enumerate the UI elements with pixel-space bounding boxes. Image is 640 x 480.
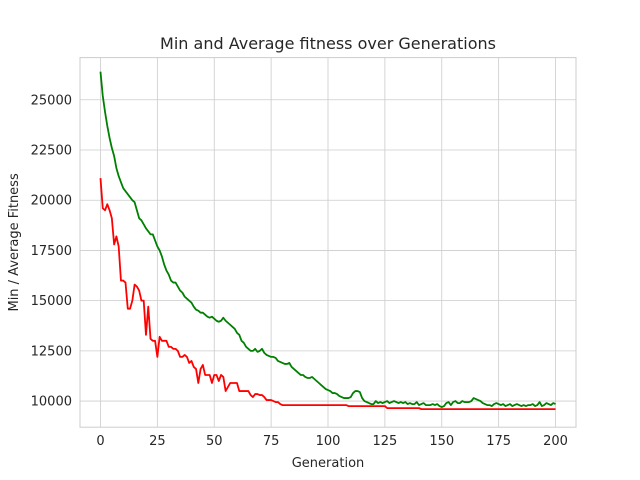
x-tick-label: 175 [486,434,511,449]
x-axis-ticks: 0 25 50 75 100 125 150 175 200 [96,434,568,449]
y-tick-label: 22500 [31,144,72,159]
gridlines [80,57,576,428]
x-tick-label: 100 [316,434,341,449]
chart-title: Min and Average fitness over Generations [160,34,496,53]
x-tick-label: 50 [206,434,223,449]
plot-frame [79,57,577,428]
y-axis-label: Min / Average Fitness [7,173,22,311]
y-tick-label: 20000 [31,194,72,209]
y-tick-label: 10000 [31,395,72,410]
x-axis-label: Generation [292,456,365,471]
series-group [99,71,556,411]
x-tick-label: 150 [429,434,454,449]
y-tick-label: 15000 [31,294,72,309]
series-line-red [99,178,556,411]
series-line-green [99,71,556,409]
y-tick-label: 25000 [31,93,72,108]
y-tick-label: 12500 [31,344,72,359]
x-tick-label: 75 [263,434,280,449]
x-tick-label: 200 [543,434,568,449]
x-tick-label: 125 [372,434,397,449]
y-axis-ticks: 10000 12500 15000 17500 20000 22500 25000 [31,93,72,409]
y-tick-label: 17500 [31,244,72,259]
x-tick-label: 0 [96,434,104,449]
x-tick-label: 25 [149,434,166,449]
